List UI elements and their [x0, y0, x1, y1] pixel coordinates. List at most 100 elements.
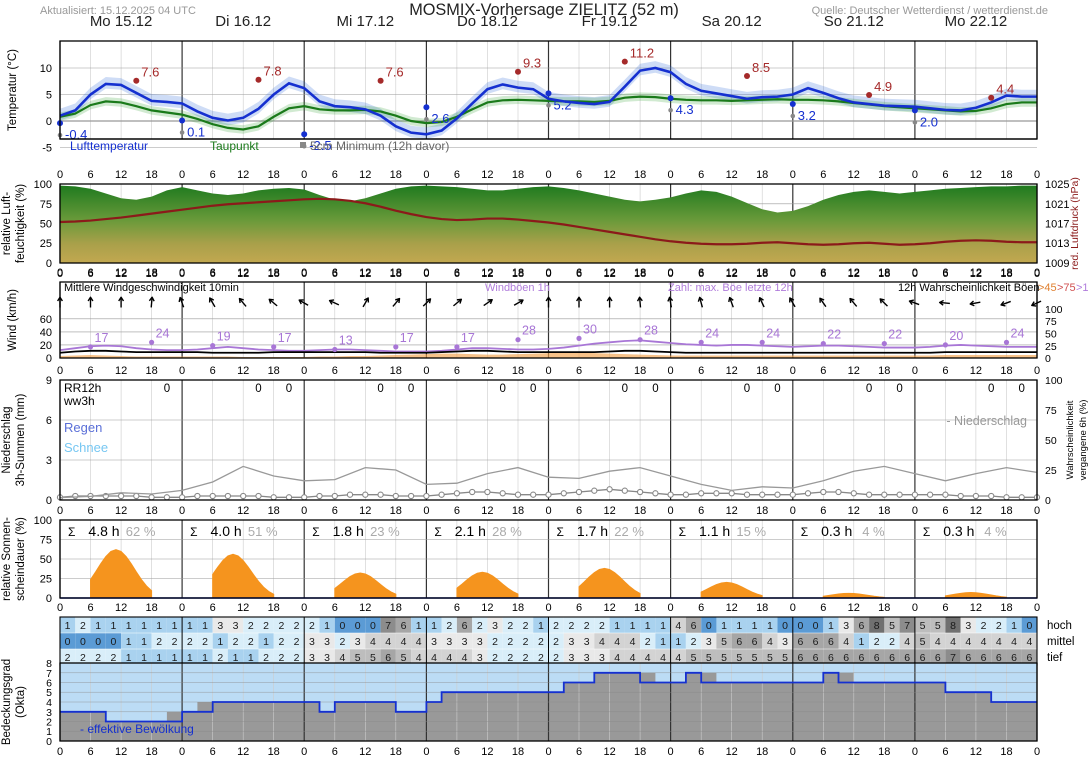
svg-text:4: 4 [645, 652, 651, 664]
svg-text:0: 0 [423, 169, 429, 181]
svg-text:0: 0 [790, 602, 796, 614]
svg-text:12: 12 [848, 169, 860, 181]
svg-text:6: 6 [691, 620, 697, 632]
svg-text:6: 6 [828, 652, 834, 664]
svg-text:2: 2 [523, 620, 529, 632]
svg-text:1: 1 [141, 636, 147, 648]
svg-text:20: 20 [40, 340, 52, 352]
svg-text:1: 1 [233, 652, 239, 664]
svg-text:3: 3 [309, 636, 315, 648]
svg-text:18: 18 [268, 267, 280, 279]
svg-text:6: 6 [920, 652, 926, 664]
svg-text:6: 6 [332, 505, 338, 517]
svg-text:24: 24 [1011, 326, 1025, 340]
svg-text:1.8 h: 1.8 h [333, 523, 364, 539]
svg-text:12: 12 [726, 746, 738, 758]
svg-text:0: 0 [301, 169, 307, 181]
svg-text:2: 2 [553, 620, 559, 632]
svg-text:50: 50 [1045, 435, 1057, 447]
svg-text:2: 2 [278, 636, 284, 648]
svg-text:0: 0 [866, 383, 872, 395]
svg-text:1: 1 [126, 652, 132, 664]
svg-text:18: 18 [634, 505, 646, 517]
svg-text:Mi 17.12: Mi 17.12 [337, 13, 395, 30]
svg-text:So 21.12: So 21.12 [824, 13, 884, 30]
svg-text:6: 6 [332, 365, 338, 377]
svg-text:2: 2 [202, 636, 208, 648]
svg-text:2: 2 [80, 620, 86, 632]
svg-text:0: 0 [377, 383, 383, 395]
svg-text:12: 12 [237, 505, 249, 517]
svg-text:0: 0 [408, 383, 414, 395]
svg-text:18: 18 [390, 267, 402, 279]
svg-text:6: 6 [210, 746, 216, 758]
svg-text:12: 12 [115, 505, 127, 517]
svg-text:3: 3 [217, 620, 223, 632]
svg-text:12: 12 [115, 746, 127, 758]
svg-text:0: 0 [545, 169, 551, 181]
svg-text:0: 0 [668, 746, 674, 758]
svg-text:0: 0 [255, 383, 261, 395]
svg-text:9.3: 9.3 [523, 56, 541, 71]
svg-text:3: 3 [355, 636, 361, 648]
svg-text:>100 km/h: >100 km/h [1076, 282, 1088, 294]
svg-text:3: 3 [584, 636, 590, 648]
svg-text:18: 18 [878, 169, 890, 181]
svg-text:18: 18 [512, 267, 524, 279]
svg-text:4: 4 [843, 636, 849, 648]
svg-text:1: 1 [141, 620, 147, 632]
svg-text:17: 17 [278, 331, 292, 345]
svg-text:4: 4 [675, 652, 681, 664]
svg-text:18: 18 [756, 365, 768, 377]
svg-text:18: 18 [878, 267, 890, 279]
svg-text:22: 22 [888, 328, 902, 342]
svg-text:75: 75 [1045, 405, 1057, 417]
svg-text:1009: 1009 [1045, 258, 1069, 270]
svg-text:4: 4 [446, 652, 452, 664]
svg-text:2: 2 [95, 652, 101, 664]
svg-text:0: 0 [797, 620, 803, 632]
svg-text:mittel: mittel [1047, 636, 1074, 648]
svg-text:2: 2 [507, 636, 513, 648]
svg-text:6: 6 [820, 169, 826, 181]
svg-text:0: 0 [545, 365, 551, 377]
svg-text:>45: >45 [1038, 282, 1057, 294]
svg-text:0: 0 [1034, 365, 1040, 377]
svg-text:6: 6 [935, 652, 941, 664]
svg-text:6: 6 [87, 746, 93, 758]
svg-text:6: 6 [981, 652, 987, 664]
svg-text:12: 12 [970, 267, 982, 279]
svg-text:1: 1 [141, 652, 147, 664]
svg-text:Σ: Σ [923, 525, 930, 539]
svg-text:4: 4 [599, 636, 605, 648]
svg-text:2: 2 [278, 652, 284, 664]
svg-text:2: 2 [309, 620, 315, 632]
svg-text:1: 1 [752, 620, 758, 632]
svg-text:12: 12 [603, 365, 615, 377]
svg-text:4: 4 [1011, 636, 1017, 648]
svg-text:6: 6 [385, 652, 391, 664]
svg-text:50: 50 [40, 219, 52, 231]
svg-text:12: 12 [970, 746, 982, 758]
svg-text:0: 0 [179, 505, 185, 517]
svg-text:12: 12 [481, 365, 493, 377]
svg-text:20: 20 [949, 329, 963, 343]
svg-text:18: 18 [1000, 169, 1012, 181]
svg-text:12: 12 [359, 505, 371, 517]
svg-text:6: 6 [698, 505, 704, 517]
svg-text:12: 12 [970, 169, 982, 181]
svg-text:100: 100 [1045, 375, 1063, 387]
svg-text:6: 6 [87, 505, 93, 517]
svg-text:1: 1 [263, 636, 269, 648]
svg-text:0: 0 [1034, 169, 1040, 181]
svg-text:12: 12 [481, 267, 493, 279]
svg-text:2: 2 [156, 636, 162, 648]
svg-text:5: 5 [935, 620, 941, 632]
svg-text:7: 7 [904, 620, 910, 632]
svg-text:6: 6 [576, 267, 582, 279]
svg-text:6: 6 [820, 602, 826, 614]
svg-text:6: 6 [210, 169, 216, 181]
svg-text:23 %: 23 % [370, 524, 400, 539]
svg-text:4: 4 [614, 652, 620, 664]
svg-text:- effektive Bewölkung: - effektive Bewölkung [80, 722, 194, 736]
